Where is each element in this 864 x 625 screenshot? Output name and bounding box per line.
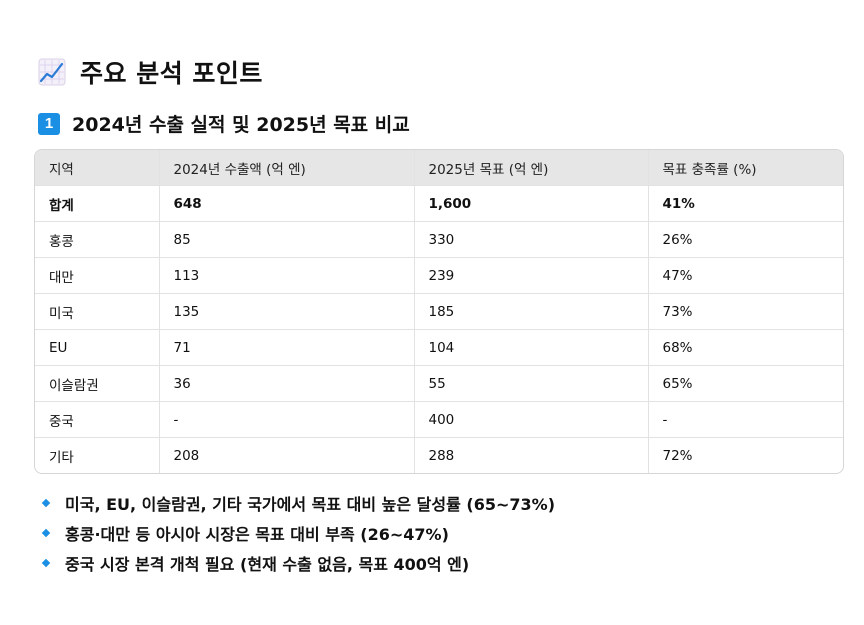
column-header-target-2025: 2025년 목표 (억 엔): [414, 150, 649, 186]
cell-rate: 26%: [648, 221, 843, 258]
title-row: 주요 분석 포인트: [38, 54, 263, 90]
list-item: 중국 시장 본격 개척 필요 (현재 수출 없음, 목표 400억 엔): [40, 548, 555, 578]
section-title: 2024년 수출 실적 및 2025년 목표 비교: [72, 114, 410, 136]
cell-export: 135: [159, 293, 415, 330]
number-one-icon: 1: [38, 112, 60, 135]
cell-region: 홍콩: [35, 221, 160, 258]
table-row: EU 71 104 68%: [35, 329, 843, 366]
cell-export: 113: [159, 257, 415, 294]
comparison-table: 지역 2024년 수출액 (억 엔) 2025년 목표 (억 엔) 목표 충족률…: [34, 149, 844, 474]
cell-export: 36: [159, 365, 415, 402]
table-row: 홍콩 85 330 26%: [35, 221, 843, 258]
list-item: 홍콩·대만 등 아시아 시장은 목표 대비 부족 (26~47%): [40, 518, 555, 548]
cell-region: 미국: [35, 293, 160, 330]
list-item: 미국, EU, 이슬람권, 기타 국가에서 목표 대비 높은 달성률 (65~7…: [40, 488, 555, 518]
cell-export: 208: [159, 437, 415, 473]
page-title: 주요 분석 포인트: [80, 59, 263, 88]
table-row: 중국 - 400 -: [35, 401, 843, 438]
cell-region: 이슬람권: [35, 365, 160, 402]
diamond-bullet-icon: [41, 498, 51, 508]
cell-region: 중국: [35, 401, 160, 438]
cell-export: -: [159, 401, 415, 438]
cell-rate: 72%: [662, 447, 693, 464]
table-row: 기타 208 288 72%: [35, 437, 843, 473]
cell-region: 대만: [35, 257, 160, 294]
table-row: 이슬람권 36 55 65%: [35, 365, 843, 402]
cell-target: 185: [414, 293, 649, 330]
cell-export: 648: [159, 185, 415, 222]
cell-export: 85: [159, 221, 415, 258]
column-header-achievement: 목표 충족률 (%): [648, 150, 843, 186]
cell-rate: 41%: [648, 185, 843, 222]
table-row-total: 합계 648 1,600 41%: [35, 185, 843, 222]
cell-rate: 68%: [648, 329, 843, 366]
cell-region: 합계: [35, 185, 160, 222]
section-heading: 1 2024년 수출 실적 및 2025년 목표 비교: [38, 110, 410, 137]
cell-region: 기타: [35, 437, 160, 473]
bullet-text: 미국, EU, 이슬람권, 기타 국가에서 목표 대비 높은 달성률 (65~7…: [65, 495, 556, 514]
column-header-export-2024: 2024년 수출액 (억 엔): [159, 150, 415, 186]
cell-target: 400: [414, 401, 649, 438]
table-row: 미국 135 185 73%: [35, 293, 843, 330]
cell-target: 55: [414, 365, 649, 402]
cell-rate: 47%: [648, 257, 843, 294]
cell-region: EU: [35, 329, 160, 366]
cell-target: 330: [414, 221, 649, 258]
cell-target: 239: [414, 257, 649, 294]
table-header-row: 지역 2024년 수출액 (억 엔) 2025년 목표 (억 엔) 목표 충족률…: [35, 150, 843, 186]
cell-target: 1,600: [414, 185, 649, 222]
chart-increasing-icon: [38, 58, 66, 86]
cell-export: 71: [159, 329, 415, 366]
cell-target: 104: [414, 329, 649, 366]
table-row: 대만 113 239 47%: [35, 257, 843, 294]
diamond-bullet-icon: [41, 558, 51, 568]
bullet-list: 미국, EU, 이슬람권, 기타 국가에서 목표 대비 높은 달성률 (65~7…: [40, 488, 555, 578]
bullet-text: 홍콩·대만 등 아시아 시장은 목표 대비 부족 (26~47%): [65, 525, 449, 544]
cell-rate: -: [648, 401, 843, 438]
bullet-text: 중국 시장 본격 개척 필요 (현재 수출 없음, 목표 400억 엔): [65, 555, 470, 574]
column-header-region: 지역: [35, 150, 160, 186]
diamond-bullet-icon: [41, 528, 51, 538]
cell-rate: 73%: [648, 293, 843, 330]
cell-rate: 65%: [648, 365, 843, 402]
cell-target: 288: [414, 437, 649, 473]
